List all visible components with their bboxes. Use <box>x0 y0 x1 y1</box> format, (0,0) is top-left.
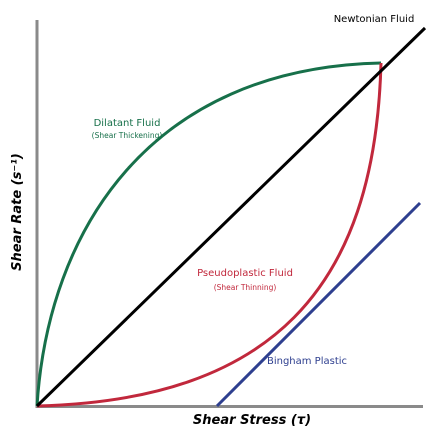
dilatant-label: Dilatant Fluid <box>94 118 161 129</box>
newtonian-label: Newtonian Fluid <box>334 14 415 25</box>
pseudoplastic-curve <box>36 62 383 408</box>
bingham-label: Bingham Plastic <box>267 356 347 367</box>
pseudoplastic-label: Pseudoplastic Fluid <box>197 268 293 279</box>
y-axis-title: Shear Rate (s⁻¹) <box>10 153 25 271</box>
pseudoplastic-note: (Shear Thinning) <box>214 283 277 292</box>
bingham-line <box>215 201 422 408</box>
x-axis-title: Shear Stress (τ) <box>193 413 311 428</box>
newtonian-line <box>35 26 427 408</box>
dilatant-curve <box>35 61 382 407</box>
dilatant-note: (Shear Thickening) <box>92 131 163 140</box>
